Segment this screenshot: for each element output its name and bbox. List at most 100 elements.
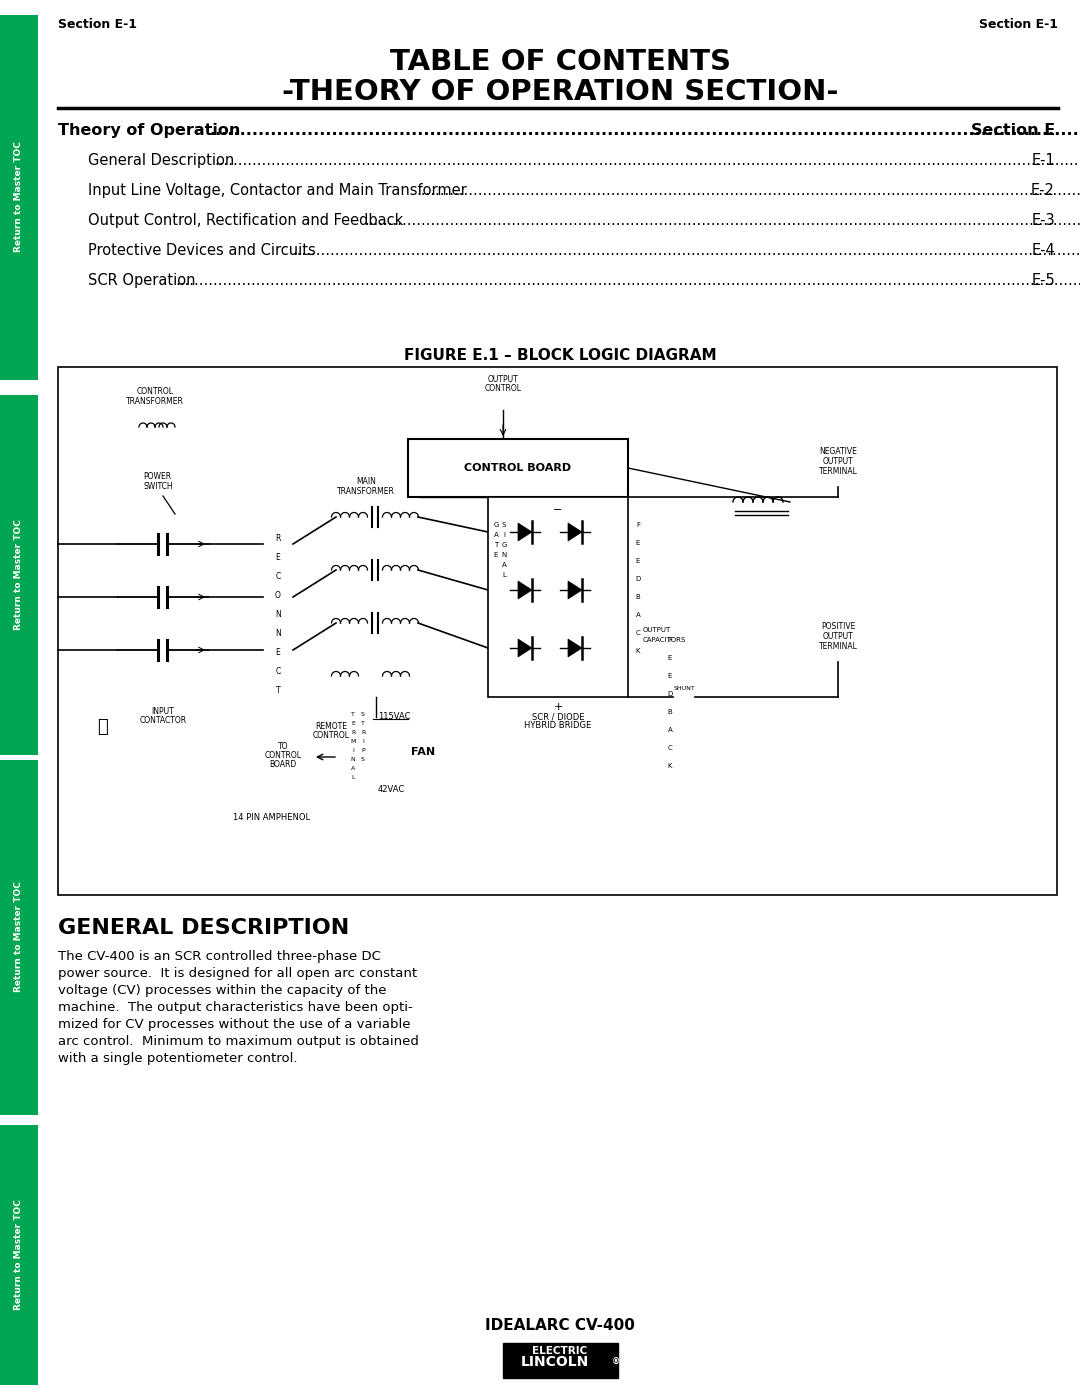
Text: FIGURE E.1 – BLOCK LOGIC DIAGRAM: FIGURE E.1 – BLOCK LOGIC DIAGRAM [404,348,716,363]
Text: POSITIVE: POSITIVE [821,622,855,631]
Text: 14 PIN AMPHENOL: 14 PIN AMPHENOL [233,813,310,821]
Bar [503,1343,618,1377]
Text: E: E [667,673,672,679]
Text: N: N [275,610,281,619]
Text: R: R [361,731,365,735]
Text: R: R [351,731,355,735]
Text: ................................................................................: ........................................… [215,154,1080,168]
Text: TO: TO [278,742,288,752]
Text: NEGATIVE: NEGATIVE [819,447,856,455]
Polygon shape [518,522,532,541]
Text: CONTROL: CONTROL [136,387,174,395]
Text: General Description: General Description [87,154,234,168]
Text: OUTPUT: OUTPUT [823,631,853,641]
Text: O: O [275,591,281,599]
Text: E: E [351,721,355,726]
Text: T: T [361,721,365,726]
Text: FAN: FAN [410,747,435,757]
Text: D: D [667,692,673,697]
Bar [0,1125,38,1384]
Text: B: B [636,594,640,599]
Text: ⏚: ⏚ [97,718,108,736]
Bar [58,367,1057,895]
Bar [408,439,627,497]
Text: E: E [667,655,672,661]
Polygon shape [568,581,582,599]
Text: POWER: POWER [143,472,171,481]
Text: MAIN: MAIN [356,476,376,486]
Text: I: I [352,747,354,753]
Text: E-4: E-4 [1031,243,1055,258]
Text: Return to Master TOC: Return to Master TOC [14,882,24,992]
Text: E: E [636,557,640,564]
Text: C: C [636,630,640,636]
Text: E-2: E-2 [1031,183,1055,198]
Text: REMOTE: REMOTE [315,722,347,731]
Text: SWITCH: SWITCH [143,482,173,490]
Text: Output Control, Rectification and Feedback: Output Control, Rectification and Feedba… [87,212,403,228]
Text: N: N [275,629,281,638]
Bar [163,483,181,502]
Text: TERMINAL: TERMINAL [819,467,858,476]
Text: voltage (CV) processes within the capacity of the: voltage (CV) processes within the capaci… [58,983,387,997]
Text: The CV-400 is an SCR controlled three-phase DC: The CV-400 is an SCR controlled three-ph… [58,950,381,963]
Text: A: A [636,612,640,617]
Text: P: P [361,747,365,753]
Text: OUTPUT: OUTPUT [643,627,672,633]
Text: +: + [553,703,563,712]
Text: C: C [275,666,281,676]
Polygon shape [518,581,532,599]
Bar [0,15,38,380]
Text: T: T [494,542,498,548]
Text: CONTROL: CONTROL [312,731,350,740]
Text: G: G [494,522,499,528]
Text: CONTROL BOARD: CONTROL BOARD [464,462,571,474]
Text: E: E [275,553,281,562]
Text: ................................................................................: ........................................… [175,272,1080,288]
Text: −: − [553,504,563,515]
Text: I: I [362,739,364,745]
Text: arc control.  Minimum to maximum output is obtained: arc control. Minimum to maximum output i… [58,1035,419,1048]
Text: ELECTRIC: ELECTRIC [532,1345,588,1356]
Text: INPUT: INPUT [151,707,174,717]
Bar [138,405,183,447]
Text: S: S [361,712,365,717]
Text: 115VAC: 115VAC [378,712,410,721]
Text: power source.  It is designed for all open arc constant: power source. It is designed for all ope… [58,967,417,981]
Text: IDEALARC CV-400: IDEALARC CV-400 [485,1317,635,1333]
Bar [0,760,38,1115]
Text: F: F [636,522,640,528]
Text: HYBRID BRIDGE: HYBRID BRIDGE [525,721,592,731]
Text: SHUNT: SHUNT [673,686,694,692]
Text: A: A [501,562,507,569]
Text: K: K [636,648,640,654]
Bar [264,522,293,707]
Text: TABLE OF CONTENTS: TABLE OF CONTENTS [390,47,730,75]
Text: R: R [275,534,281,543]
Text: M: M [350,739,355,745]
Text: K: K [667,763,672,768]
Text: Section E-1: Section E-1 [978,18,1058,31]
Text: E: E [636,541,640,546]
Text: BOARD: BOARD [269,760,297,768]
Text: SCR / DIODE: SCR / DIODE [531,712,584,721]
Text: ................................................................................: ........................................… [364,212,1080,228]
Text: Input Line Voltage, Contactor and Main Transformer: Input Line Voltage, Contactor and Main T… [87,183,467,198]
Text: OUTPUT: OUTPUT [488,374,518,384]
Text: L: L [351,775,354,780]
Bar [343,707,373,802]
Polygon shape [568,522,582,541]
Text: N: N [501,552,507,557]
Text: ................................................................................: ........................................… [293,243,1080,258]
Text: L: L [502,571,505,578]
Text: I: I [503,532,505,538]
Text: E-3: E-3 [1031,212,1055,228]
Text: CONTACTOR: CONTACTOR [139,717,187,725]
Text: S: S [361,757,365,761]
Text: D: D [635,576,640,583]
Text: CONTROL: CONTROL [485,384,522,393]
Text: CAPACITORS: CAPACITORS [643,637,686,643]
Text: S: S [502,522,507,528]
Text: LINCOLN: LINCOLN [521,1355,589,1369]
Text: Protective Devices and Circuits: Protective Devices and Circuits [87,243,315,258]
